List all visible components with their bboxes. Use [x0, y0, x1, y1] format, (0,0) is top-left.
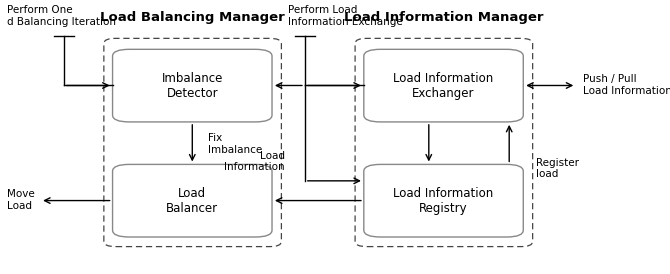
- FancyBboxPatch shape: [113, 164, 272, 237]
- FancyBboxPatch shape: [104, 38, 281, 247]
- FancyBboxPatch shape: [364, 164, 523, 237]
- Text: Load Information
Exchanger: Load Information Exchanger: [393, 72, 494, 100]
- Text: Load Information Manager: Load Information Manager: [344, 11, 543, 24]
- Text: Load Balancing Manager: Load Balancing Manager: [100, 11, 285, 24]
- Text: Move
Load: Move Load: [7, 189, 34, 211]
- FancyBboxPatch shape: [113, 49, 272, 122]
- Text: Push / Pull
Load Information: Push / Pull Load Information: [583, 74, 670, 96]
- Text: Load
Balancer: Load Balancer: [166, 187, 218, 215]
- Text: Perform One
d Balancing Iteration: Perform One d Balancing Iteration: [7, 5, 116, 27]
- Text: Load
Information: Load Information: [224, 151, 285, 172]
- Text: Fix
Imbalance: Fix Imbalance: [208, 133, 262, 155]
- Text: Load Information
Registry: Load Information Registry: [393, 187, 494, 215]
- Text: Register
load: Register load: [536, 158, 579, 179]
- Text: Perform Load
Information Exchange: Perform Load Information Exchange: [288, 5, 403, 27]
- FancyBboxPatch shape: [355, 38, 533, 247]
- Text: Imbalance
Detector: Imbalance Detector: [161, 72, 223, 100]
- FancyBboxPatch shape: [364, 49, 523, 122]
